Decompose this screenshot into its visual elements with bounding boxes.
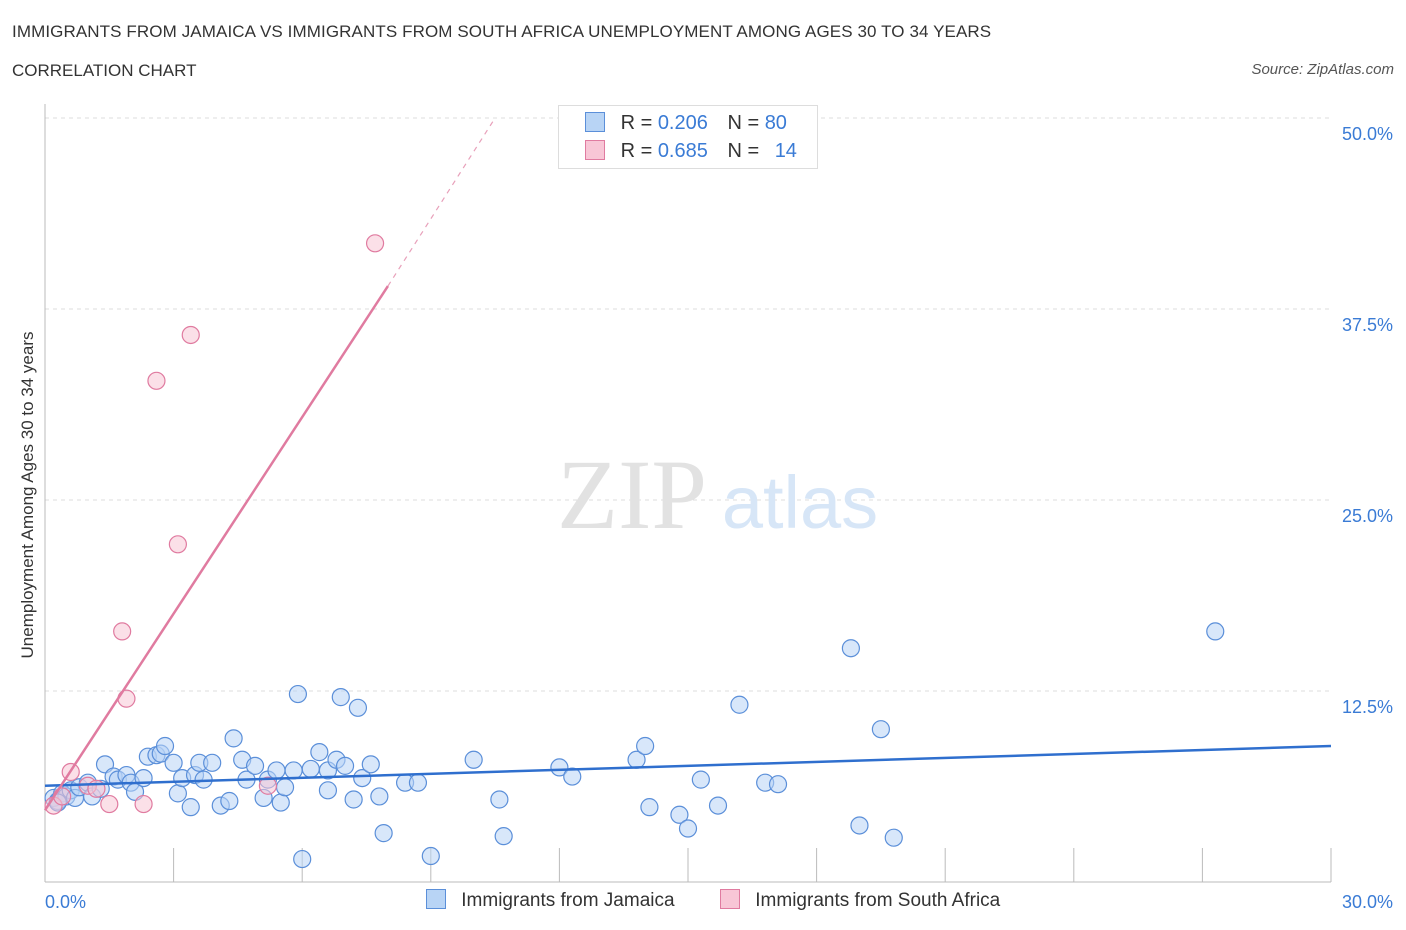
data-point-jamaica [224,729,243,748]
data-point-jamaica [871,720,891,739]
data-point-jamaica [464,750,483,769]
data-point-jamaica [348,698,368,717]
trendline-jamaica [44,744,1332,787]
y-axis-label: Unemployment Among Ages 30 to 34 years [18,331,37,659]
data-point-jamaica [490,790,509,809]
data-point-jamaica [155,736,175,756]
data-point-jamaica [841,639,860,658]
legend-r-label: R = [620,140,653,162]
axes [44,104,1332,883]
data-point-south-africa [53,787,72,806]
x-tick-label: 30.0% [1342,892,1393,912]
data-point-jamaica [370,787,389,806]
data-point-jamaica [203,753,222,772]
gridlines [45,117,1331,692]
data-point-jamaica [271,793,290,812]
bottom-legend-south-africa: Immigrants from South Africa [720,889,1000,912]
data-point-jamaica [691,770,710,789]
data-point-jamaica [168,784,187,803]
data-point-jamaica [494,827,513,846]
legend-n-label: N = [727,112,760,134]
data-point-jamaica [293,849,312,869]
data-point-jamaica [288,684,308,704]
data-point-jamaica [361,755,380,774]
bottom-legend-jamaica: Immigrants from Jamaica [426,889,675,912]
data-point-jamaica [850,816,869,835]
data-point-jamaica [670,805,689,824]
y-tick-label: 50.0% [1342,124,1393,144]
data-point-south-africa [113,622,132,641]
legend-r-jamaica: 0.206 [657,112,708,134]
data-point-south-africa [168,535,187,554]
data-point-south-africa [365,234,385,253]
data-point-jamaica [421,846,440,866]
data-point-jamaica [730,695,749,714]
data-point-jamaica [318,781,338,800]
tick-labels: 12.5% 25.0% 37.5% 50.0% 0.0% 30.0% [45,124,1393,912]
data-point-jamaica [181,798,200,817]
chart-source: Source: ZipAtlas.com [1251,61,1394,78]
trendline-south-africa [43,285,389,811]
data-point-jamaica [374,824,393,843]
legend-r-south-africa: 0.685 [657,140,708,162]
data-point-south-africa [100,794,119,814]
data-point-jamaica [310,743,329,762]
series-south-africa-points [44,234,385,815]
trendlines [43,117,1332,811]
data-point-jamaica [275,778,295,797]
legend-n-jamaica: 80 [764,112,787,134]
data-point-jamaica [1206,622,1225,641]
data-point-jamaica [408,773,428,792]
data-point-jamaica [220,791,239,811]
bottom-legend-swatch-jamaica [426,889,446,909]
watermark: ZIP atlas [557,439,878,550]
legend-swatch-south-africa [585,140,605,160]
data-point-jamaica [164,753,183,772]
data-point-jamaica [708,796,728,815]
legend-n-south-africa: 14 [774,140,797,162]
bottom-legend-swatch-south-africa [720,889,740,909]
data-point-jamaica [678,819,698,838]
data-point-jamaica [267,761,286,780]
y-tick-label: 12.5% [1342,697,1393,717]
legend-row-jamaica: R = 0.206 N = 80 [585,112,787,138]
watermark-atlas: atlas [722,461,878,544]
data-point-jamaica [245,756,265,775]
legend-swatch-jamaica [585,112,605,132]
data-point-jamaica [353,768,372,788]
data-point-jamaica [335,756,355,775]
bottom-legend-label-jamaica: Immigrants from Jamaica [461,890,675,911]
data-point-south-africa [147,371,166,390]
trendline-south-africa-extension [387,117,496,287]
x-tick-label: 0.0% [45,892,86,912]
legend-row-south-africa: R = 0.685 N = 14 [585,140,797,166]
data-point-south-africa [181,325,200,345]
data-point-jamaica [284,761,303,780]
chart-title: IMMIGRANTS FROM JAMAICA VS IMMIGRANTS FR… [12,22,992,41]
y-tick-label: 25.0% [1342,506,1393,526]
data-point-jamaica [550,758,569,777]
legend-n-label: N = [727,140,760,162]
chart-subtitle: CORRELATION CHART [12,61,197,80]
watermark-zip: ZIP [557,439,707,550]
data-point-jamaica [301,759,320,779]
data-point-jamaica [768,775,788,794]
correlation-legend: R = 0.206 N = 80 R = 0.685 N = 14 [558,105,818,169]
y-tick-label: 37.5% [1342,315,1393,335]
legend-r-label: R = [620,112,653,134]
data-point-jamaica [640,798,659,817]
data-point-jamaica [331,688,350,707]
data-point-jamaica [884,828,903,847]
data-point-south-africa [134,794,153,814]
data-point-jamaica [563,767,582,786]
series-jamaica-points [44,622,1225,869]
data-point-jamaica [344,790,363,809]
bottom-legend-label-south-africa: Immigrants from South Africa [755,890,1001,911]
data-point-south-africa [258,776,278,795]
data-point-jamaica [636,736,655,756]
